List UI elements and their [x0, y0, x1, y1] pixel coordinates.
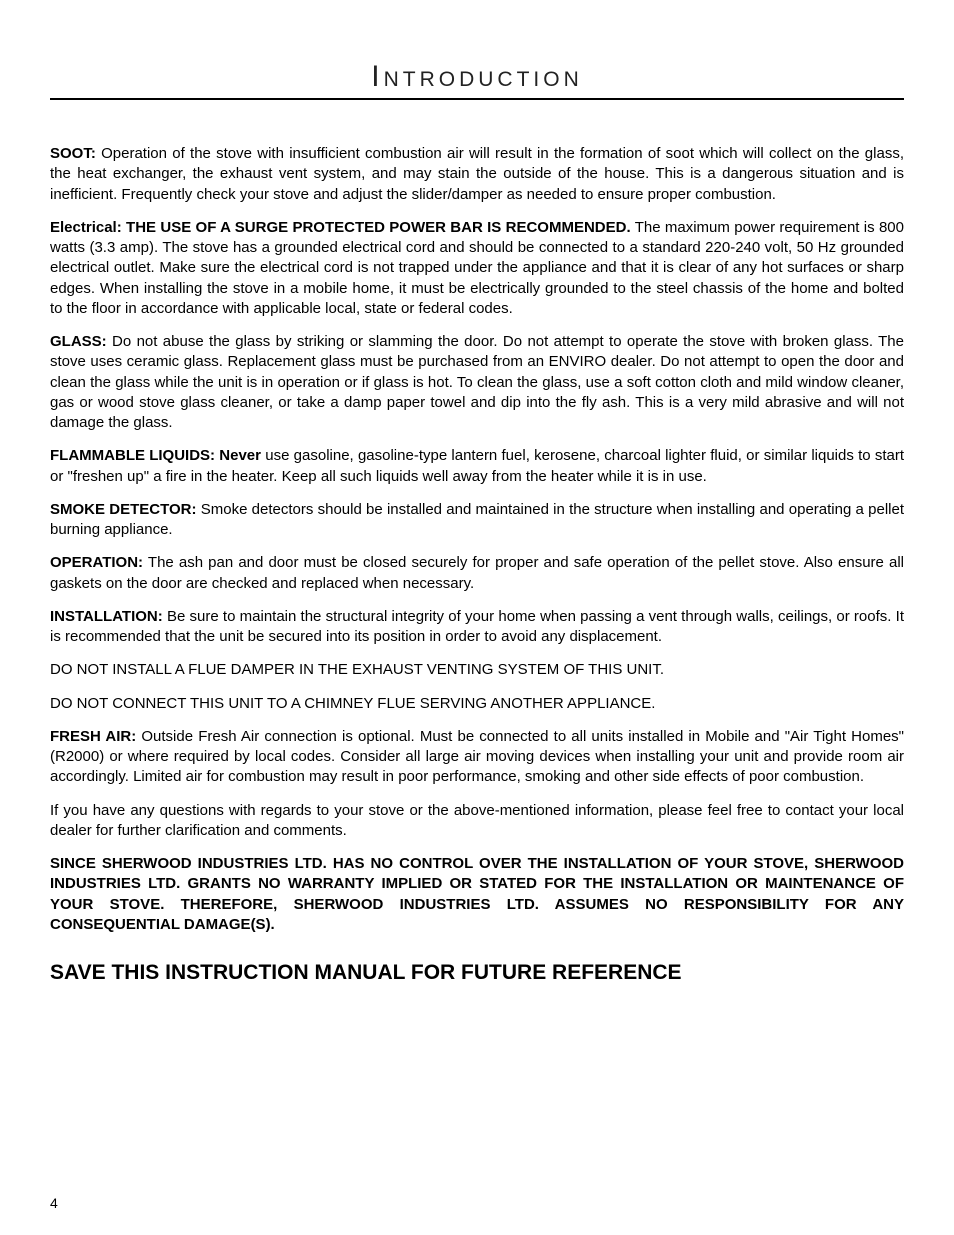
paragraph-flue-damper: DO NOT INSTALL A FLUE DAMPER IN THE EXHA…	[50, 660, 904, 680]
label-installation: INSTALLATION:	[50, 608, 163, 625]
label-glass: GLASS:	[50, 333, 107, 350]
paragraph-smoke: SMOKE DETECTOR: Smoke detectors should b…	[50, 500, 904, 541]
label-freshair: FRESH AIR:	[50, 728, 136, 745]
text-operation: The ash pan and door must be closed secu…	[50, 554, 904, 591]
paragraph-installation: INSTALLATION: Be sure to maintain the st…	[50, 607, 904, 648]
text-freshair: Outside Fresh Air connection is optional…	[50, 728, 904, 786]
paragraph-soot: SOOT: Operation of the stove with insuff…	[50, 144, 904, 205]
label-electrical: Electrical: THE USE OF A SURGE PROTECTED…	[50, 219, 631, 236]
label-smoke: SMOKE DETECTOR:	[50, 501, 196, 518]
paragraph-glass: GLASS: Do not abuse the glass by strikin…	[50, 332, 904, 433]
text-installation: Be sure to maintain the structural integ…	[50, 608, 904, 645]
save-instruction-heading: SAVE THIS INSTRUCTION MANUAL FOR FUTURE …	[50, 961, 904, 985]
paragraph-disclaimer: SINCE SHERWOOD INDUSTRIES LTD. HAS NO CO…	[50, 854, 904, 935]
paragraph-freshair: FRESH AIR: Outside Fresh Air connection …	[50, 727, 904, 788]
paragraph-chimney: DO NOT CONNECT THIS UNIT TO A CHIMNEY FL…	[50, 694, 904, 714]
page-title: Introduction	[50, 60, 904, 100]
text-glass: Do not abuse the glass by striking or sl…	[50, 333, 904, 431]
page-number: 4	[50, 1195, 58, 1211]
paragraph-flammable: FLAMMABLE LIQUIDS: Never use gasoline, g…	[50, 446, 904, 487]
paragraph-questions: If you have any questions with regards t…	[50, 801, 904, 842]
text-soot: Operation of the stove with insufficient…	[50, 145, 904, 203]
label-flammable: FLAMMABLE LIQUIDS: Never	[50, 447, 261, 464]
paragraph-operation: OPERATION: The ash pan and door must be …	[50, 553, 904, 594]
page-container: Introduction SOOT: Operation of the stov…	[0, 0, 954, 1235]
label-operation: OPERATION:	[50, 554, 143, 571]
label-soot: SOOT:	[50, 145, 96, 162]
paragraph-electrical: Electrical: THE USE OF A SURGE PROTECTED…	[50, 218, 904, 319]
